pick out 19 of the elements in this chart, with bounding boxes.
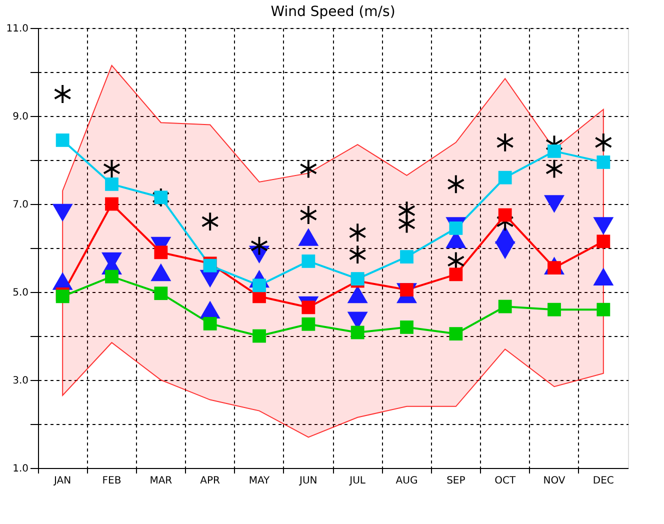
y-tick-label: 5.0: [12, 288, 28, 298]
x-tick-label: MAR: [150, 476, 172, 486]
x-tick-label: JUL: [348, 476, 366, 486]
x-tick-label: NOV: [543, 476, 566, 486]
y-tick-label: 9.0: [12, 112, 28, 122]
x-tick-label: MAY: [248, 476, 271, 486]
y-tick-label: 1.0: [12, 464, 28, 474]
y-tick-label: 7.0: [12, 200, 28, 210]
x-tick-label: AUG: [396, 476, 418, 486]
x-tick-label: JAN: [53, 476, 72, 486]
x-tick-label: DEC: [592, 476, 614, 486]
x-tick-label: OCT: [494, 476, 516, 486]
x-tick-label: APR: [200, 476, 220, 486]
x-tick-label: FEB: [102, 476, 122, 486]
x-tick-label: SEP: [446, 476, 466, 486]
chart-title: Wind Speed (m/s): [270, 4, 396, 20]
x-tick-label: JUN: [298, 476, 318, 486]
y-tick-label: 11.0: [6, 24, 28, 34]
y-tick-label: 3.0: [12, 376, 28, 386]
